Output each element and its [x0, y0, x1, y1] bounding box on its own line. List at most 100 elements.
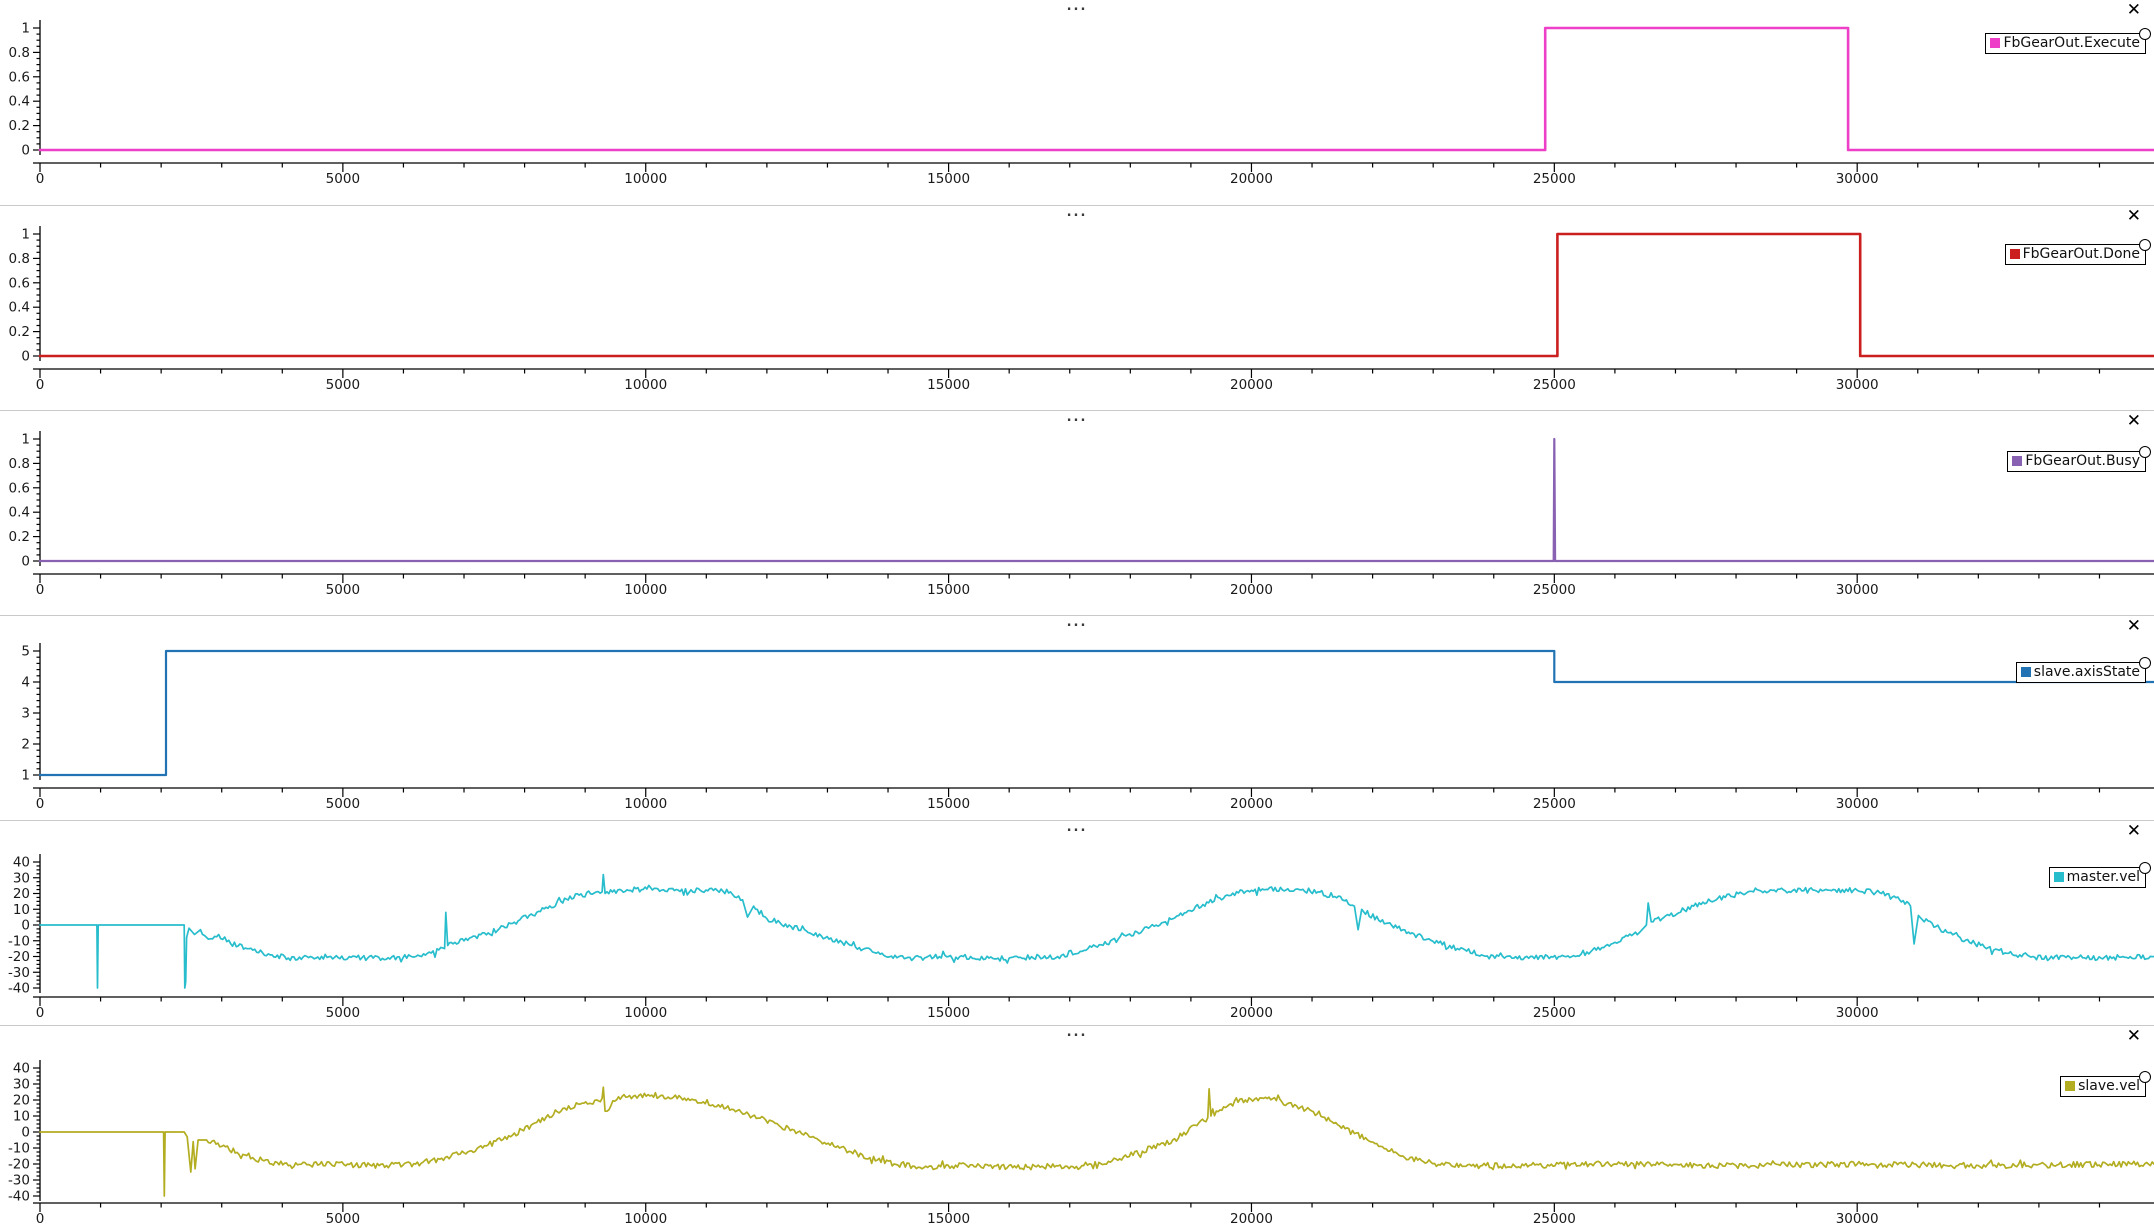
svg-text:10000: 10000: [624, 1005, 667, 1021]
svg-text:1: 1: [21, 432, 30, 448]
svg-text:0: 0: [36, 582, 45, 598]
svg-text:25000: 25000: [1533, 1211, 1576, 1227]
svg-text:0.4: 0.4: [9, 505, 30, 521]
svg-text:15000: 15000: [927, 377, 970, 393]
panel-drag-handle[interactable]: ...: [1066, 205, 1088, 220]
svg-text:25000: 25000: [1533, 171, 1576, 187]
svg-text:30000: 30000: [1836, 582, 1879, 598]
legend[interactable]: slave.vel: [2060, 1071, 2151, 1097]
panel-drag-handle[interactable]: ...: [1066, 820, 1088, 835]
plot-area[interactable]: 0 5000 10000 15000 20000 25000 30000 0 0.2 0.4 0.6…: [0, 0, 2154, 205]
svg-text:-30: -30: [8, 1173, 30, 1189]
svg-text:5000: 5000: [326, 377, 360, 393]
plot-area[interactable]: 0 5000 10000 15000 20000 25000 30000 0 0.2 0.4 0.6…: [0, 206, 2154, 411]
legend-anchor-knob[interactable]: [2139, 862, 2151, 874]
close-icon[interactable]: ✕: [2126, 0, 2141, 20]
svg-text:15000: 15000: [927, 1005, 970, 1021]
series-color-swatch: [2065, 1081, 2076, 1091]
panel-drag-handle[interactable]: ...: [1066, 1025, 1088, 1040]
close-icon[interactable]: ✕: [2126, 821, 2141, 841]
legend-anchor-knob[interactable]: [2139, 239, 2151, 251]
legend-anchor-knob[interactable]: [2139, 1071, 2151, 1083]
legend-anchor-knob[interactable]: [2139, 446, 2151, 458]
svg-text:10: 10: [13, 1109, 30, 1125]
svg-text:0.6: 0.6: [9, 480, 30, 496]
legend-label: slave.vel: [2078, 1078, 2140, 1094]
svg-text:0: 0: [36, 1211, 45, 1227]
panel-drag-handle[interactable]: ...: [1066, 410, 1088, 425]
svg-text:20000: 20000: [1230, 1005, 1273, 1021]
chart-panel-fbgearout-execute: 0 5000 10000 15000 20000 25000 30000 0 0.2 0.4 0.6…: [0, 0, 2154, 205]
svg-text:0.4: 0.4: [9, 300, 30, 316]
svg-text:0.2: 0.2: [9, 529, 30, 545]
legend[interactable]: FbGearOut.Busy: [2007, 446, 2151, 472]
svg-text:30000: 30000: [1836, 796, 1879, 812]
svg-text:5000: 5000: [326, 796, 360, 812]
plot-area[interactable]: 0 5000 10000 15000 20000 25000 30000 0 0.2 0.4 0.6…: [0, 411, 2154, 616]
svg-text:0.8: 0.8: [9, 456, 30, 472]
svg-text:30000: 30000: [1836, 377, 1879, 393]
close-icon[interactable]: ✕: [2126, 616, 2141, 636]
legend-label: FbGearOut.Execute: [2003, 35, 2140, 51]
svg-text:-20: -20: [8, 1157, 30, 1173]
panel-drag-handle[interactable]: ...: [1066, 0, 1088, 14]
svg-text:0.2: 0.2: [9, 118, 30, 134]
series-color-swatch: [2012, 456, 2023, 466]
svg-text:0: 0: [21, 1125, 30, 1141]
close-icon[interactable]: ✕: [2126, 411, 2141, 431]
svg-text:30000: 30000: [1836, 1211, 1879, 1227]
legend[interactable]: FbGearOut.Done: [2004, 239, 2151, 265]
svg-text:20000: 20000: [1230, 582, 1273, 598]
svg-text:0: 0: [36, 796, 45, 812]
svg-text:5000: 5000: [326, 582, 360, 598]
chart-panel-slave-axisstate: 0 5000 10000 15000 20000 25000 30000 1 2 3 4 5 ... …: [0, 615, 2154, 820]
svg-text:10000: 10000: [624, 377, 667, 393]
svg-text:20: 20: [13, 886, 30, 902]
chart-panel-slave-vel: 0 5000 10000 15000 20000 25000 30000 -40 -30 -20-…: [0, 1025, 2154, 1231]
series-color-swatch: [2053, 872, 2064, 882]
svg-text:5: 5: [21, 644, 30, 660]
series-color-swatch: [2009, 249, 2020, 259]
svg-text:-20: -20: [8, 949, 30, 965]
svg-text:0: 0: [21, 554, 30, 570]
svg-text:5000: 5000: [326, 1005, 360, 1021]
legend[interactable]: FbGearOut.Execute: [1985, 28, 2151, 54]
svg-text:-30: -30: [8, 965, 30, 981]
svg-text:10000: 10000: [624, 796, 667, 812]
svg-text:20000: 20000: [1230, 171, 1273, 187]
svg-text:5000: 5000: [326, 171, 360, 187]
svg-text:30000: 30000: [1836, 171, 1879, 187]
legend[interactable]: master.vel: [2048, 862, 2151, 888]
svg-text:5000: 5000: [326, 1211, 360, 1227]
plot-area[interactable]: 0 5000 10000 15000 20000 25000 30000 -40-30-20-…: [0, 1026, 2154, 1231]
svg-text:20000: 20000: [1230, 377, 1273, 393]
svg-text:0: 0: [21, 918, 30, 934]
close-icon[interactable]: ✕: [2126, 206, 2141, 226]
plot-area[interactable]: 0 5000 10000 15000 20000 25000 30000 1 2 3 4 5: [0, 616, 2154, 821]
legend-label: master.vel: [2066, 869, 2140, 885]
svg-text:-40: -40: [8, 981, 30, 997]
legend-label: FbGearOut.Busy: [2025, 453, 2140, 469]
plot-area[interactable]: 0 5000 10000 15000 20000 25000 30000 -40-30-20-…: [0, 821, 2154, 1026]
svg-text:15000: 15000: [927, 1211, 970, 1227]
svg-text:30: 30: [13, 1077, 30, 1093]
svg-text:1: 1: [21, 21, 30, 37]
svg-text:10000: 10000: [624, 582, 667, 598]
svg-text:1: 1: [21, 227, 30, 243]
chart-panel-fbgearout-busy: 0 5000 10000 15000 20000 25000 30000 0 0.2 0.4 0.6…: [0, 410, 2154, 615]
svg-text:-40: -40: [8, 1189, 30, 1205]
legend-anchor-knob[interactable]: [2139, 28, 2151, 40]
panel-drag-handle[interactable]: ...: [1066, 615, 1088, 630]
svg-text:15000: 15000: [927, 582, 970, 598]
svg-text:0.6: 0.6: [9, 275, 30, 291]
svg-text:4: 4: [21, 675, 30, 691]
legend[interactable]: slave.axisState: [2015, 657, 2151, 683]
svg-text:0: 0: [36, 377, 45, 393]
legend-anchor-knob[interactable]: [2139, 657, 2151, 669]
close-icon[interactable]: ✕: [2126, 1026, 2141, 1046]
chart-panel-fbgearout-done: 0 5000 10000 15000 20000 25000 30000 0 0.2 0.4 0.6…: [0, 205, 2154, 410]
svg-text:25000: 25000: [1533, 796, 1576, 812]
svg-text:0: 0: [36, 1005, 45, 1021]
svg-text:0: 0: [21, 349, 30, 365]
